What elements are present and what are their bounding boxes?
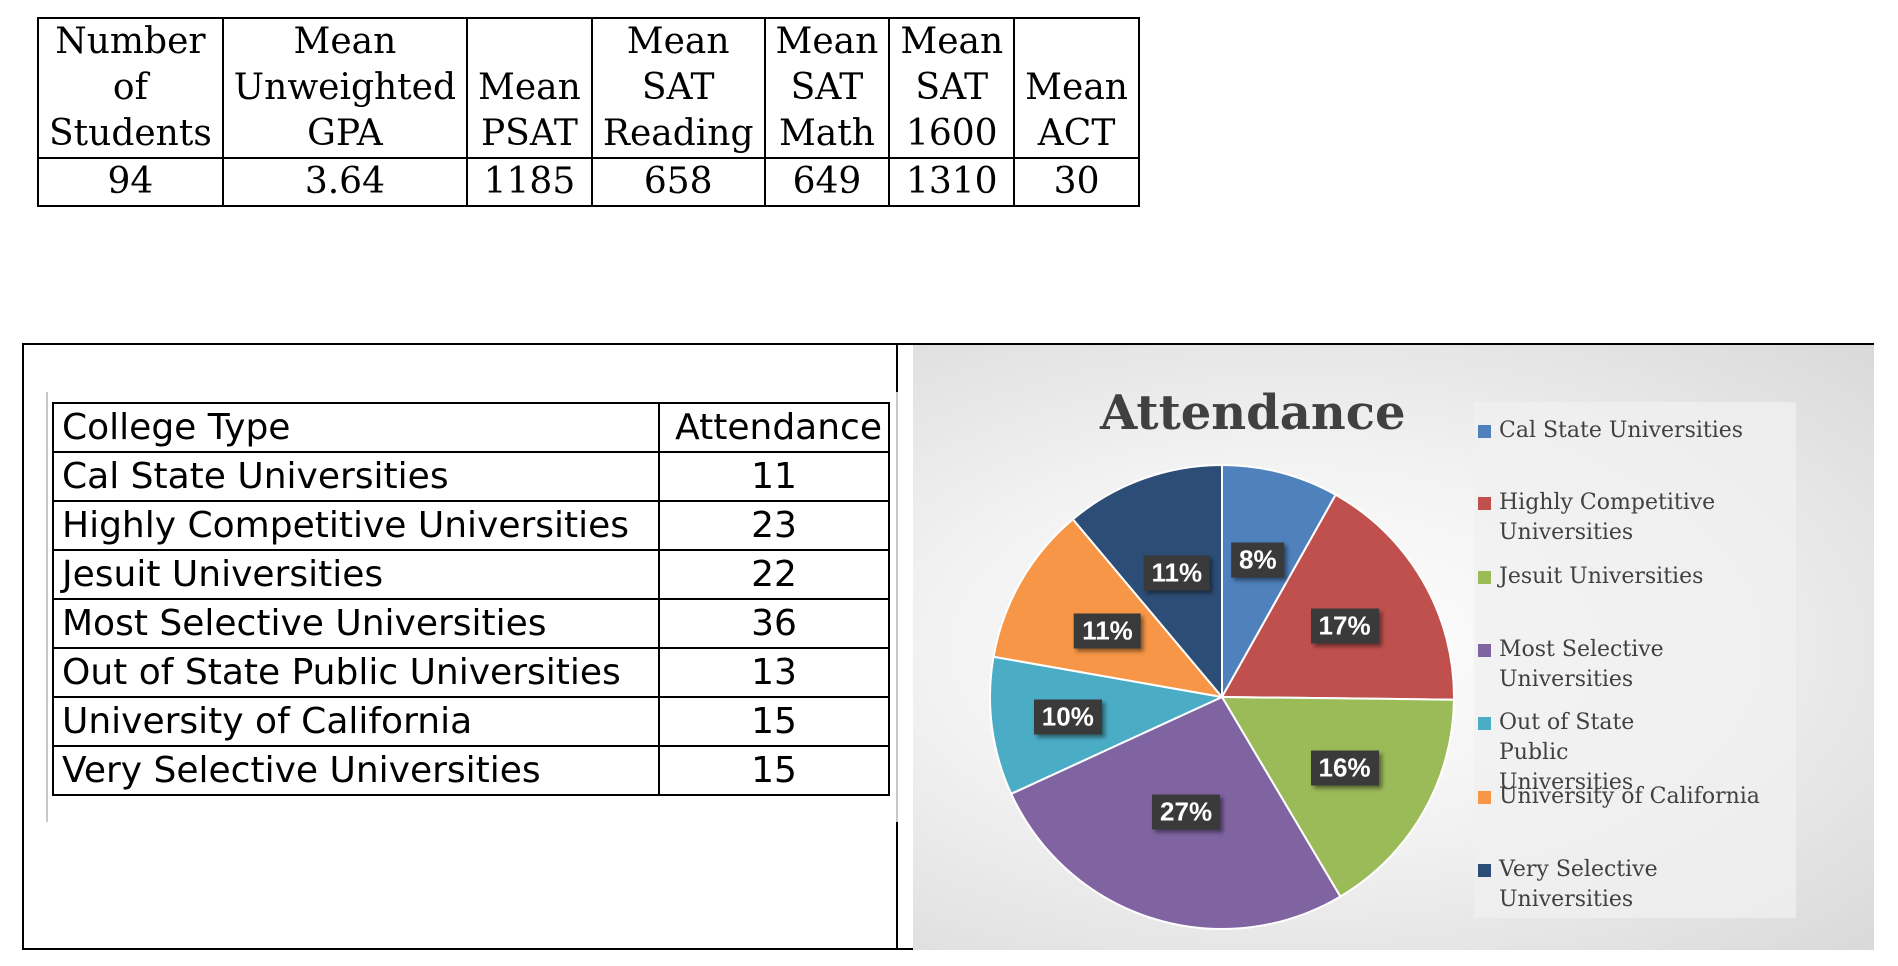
pie-slice xyxy=(992,517,1225,699)
stats-value-cell: 94 xyxy=(37,157,224,207)
pie-slice xyxy=(1220,493,1455,701)
chart-legend xyxy=(1474,402,1796,918)
college-table-header-row: College Type Attendance xyxy=(52,402,890,453)
stats-header-line: Mean xyxy=(1025,67,1128,108)
legend-label: Out of State Public Universities xyxy=(1499,710,1635,795)
stats-header-line: of xyxy=(112,67,148,108)
legend-label: Very Selective Universities xyxy=(1499,857,1658,912)
stats-value-cell: 658 xyxy=(590,157,766,207)
legend-swatch xyxy=(1478,571,1491,584)
legend-label: Cal State Universities xyxy=(1499,418,1744,443)
college-type-cell: Out of State Public Universities xyxy=(52,647,660,698)
stats-value-cell: 3.64 xyxy=(221,157,469,207)
attendance-cell: 15 xyxy=(658,745,890,796)
pie-data-label: 17% xyxy=(1310,608,1379,644)
attendance-cell: 36 xyxy=(658,598,890,649)
pie-data-label: 11% xyxy=(1143,555,1211,591)
sheet-gridline xyxy=(896,392,898,822)
college-type-cell: Cal State Universities xyxy=(52,451,660,502)
pie-slice xyxy=(989,655,1226,796)
chart-title: Attendance xyxy=(1100,385,1406,441)
stats-header-line: PSAT xyxy=(480,113,578,154)
legend-item: University of California xyxy=(1478,782,1798,812)
stats-header-line: Mean xyxy=(626,21,730,62)
stats-value-cell: 1185 xyxy=(466,157,593,207)
stats-header-line: GPA xyxy=(307,113,383,154)
pie-data-label: 8% xyxy=(1231,542,1285,578)
stats-header-row: Number of Students Mean Unweighted GPA Mean PSA… xyxy=(37,17,1140,159)
table-row: University of California 15 xyxy=(52,696,890,747)
legend-label: University of California xyxy=(1499,784,1760,809)
pie-data-label: 16% xyxy=(1310,750,1379,786)
stats-header-cell: Mean SAT Math xyxy=(763,17,891,159)
legend-label: Jesuit Universities xyxy=(1499,564,1704,589)
legend-swatch xyxy=(1478,497,1491,510)
pie-data-label: 27% xyxy=(1152,794,1221,830)
college-type-cell: Jesuit Universities xyxy=(52,549,660,600)
college-type-header: College Type xyxy=(52,402,660,453)
college-type-cell: Most Selective Universities xyxy=(52,598,660,649)
legend-swatch xyxy=(1478,864,1491,877)
pie-data-label: 11% xyxy=(1074,613,1141,649)
stats-header-line: Math xyxy=(778,113,875,154)
pie-slice xyxy=(1221,463,1338,701)
stats-header-line: 1600 xyxy=(905,113,998,154)
stats-value-cell: 649 xyxy=(763,157,891,207)
pie-data-label: 10% xyxy=(1033,699,1102,735)
legend-item: Jesuit Universities xyxy=(1478,562,1798,592)
stats-value-cell: 30 xyxy=(1013,157,1140,207)
legend-swatch xyxy=(1478,791,1491,804)
legend-swatch xyxy=(1478,644,1491,657)
stats-header-cell: Mean ACT xyxy=(1013,17,1140,159)
college-type-cell: University of California xyxy=(52,696,660,747)
legend-item: Out of State Public Universities xyxy=(1478,708,1708,798)
stats-header-line: SAT xyxy=(915,67,989,108)
college-type-table: College Type Attendance Cal State Univer… xyxy=(52,402,890,796)
table-row: Most Selective Universities 36 xyxy=(52,598,890,649)
attendance-cell: 13 xyxy=(658,647,890,698)
attendance-cell: 11 xyxy=(658,451,890,502)
stats-header-cell: Mean SAT 1600 xyxy=(888,17,1016,159)
stats-header-line: Mean xyxy=(478,67,581,108)
stats-header-line: Unweighted xyxy=(233,67,457,108)
stats-header-cell: Number of Students xyxy=(37,17,224,159)
legend-swatch xyxy=(1478,425,1491,438)
stats-header-line: Students xyxy=(49,113,212,154)
college-type-cell: Very Selective Universities xyxy=(52,745,660,796)
stats-header-line: Mean xyxy=(293,21,397,62)
sheet-gridline xyxy=(46,392,48,822)
legend-label: Highly Competitive Universities xyxy=(1499,490,1716,545)
legend-swatch xyxy=(1478,717,1491,730)
legend-label: Most Selective Universities xyxy=(1499,637,1664,692)
legend-item: Highly Competitive Universities xyxy=(1478,488,1728,548)
stats-value-cell: 1310 xyxy=(888,157,1016,207)
table-row: Cal State Universities 11 xyxy=(52,451,890,502)
college-type-cell: Highly Competitive Universities xyxy=(52,500,660,551)
stats-table: Number of Students Mean Unweighted GPA Mean PSA… xyxy=(37,17,1140,207)
stats-header-line: ACT xyxy=(1037,113,1116,154)
pie-slice xyxy=(1220,695,1455,898)
attendance-cell: 22 xyxy=(658,549,890,600)
stats-header-line: Reading xyxy=(602,113,754,154)
stats-header-line: Mean xyxy=(775,21,879,62)
stats-values-row: 94 3.64 1185 658 649 1310 30 xyxy=(37,157,1140,207)
stats-header-line: SAT xyxy=(641,67,715,108)
stats-header-line: SAT xyxy=(790,67,864,108)
stats-header-line: Number xyxy=(55,21,206,62)
stats-header-cell: Mean PSAT xyxy=(466,17,593,159)
attendance-cell: 23 xyxy=(658,500,890,551)
legend-item: Most Selective Universities xyxy=(1478,635,1798,695)
table-row: Highly Competitive Universities 23 xyxy=(52,500,890,551)
attendance-header: Attendance xyxy=(658,402,890,453)
stats-header-cell: Mean Unweighted GPA xyxy=(221,17,469,159)
legend-item: Cal State Universities xyxy=(1478,416,1798,446)
stats-header-cell: Mean SAT Reading xyxy=(590,17,766,159)
table-row: Jesuit Universities 22 xyxy=(52,549,890,600)
attendance-cell: 15 xyxy=(658,696,890,747)
legend-item: Very Selective Universities xyxy=(1478,855,1798,915)
table-row: Very Selective Universities 15 xyxy=(52,745,890,796)
stats-header-line: Mean xyxy=(900,21,1004,62)
table-row: Out of State Public Universities 13 xyxy=(52,647,890,698)
